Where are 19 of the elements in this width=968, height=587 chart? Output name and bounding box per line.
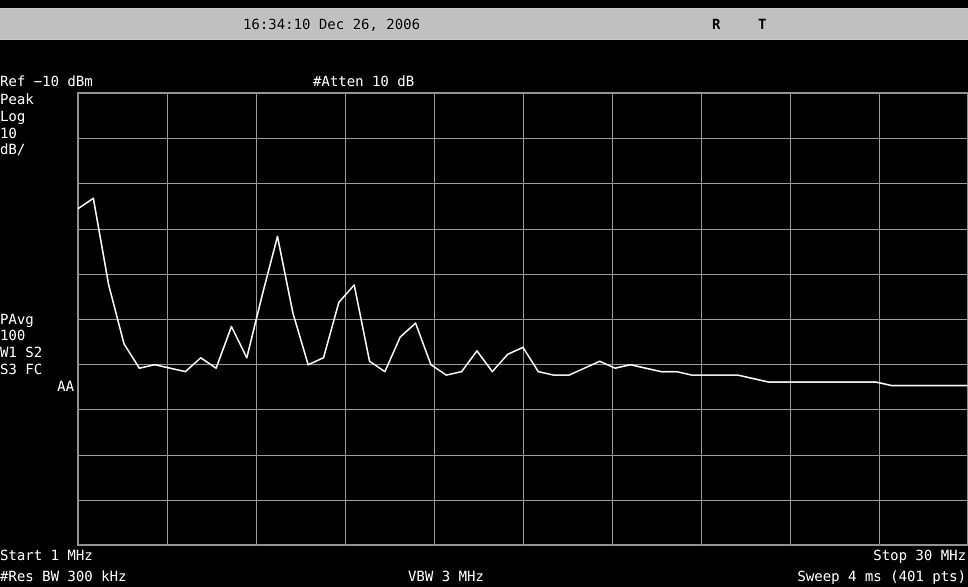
- text: 16:34:10 Dec 26, 2006: [243, 17, 420, 33]
- text: T: [758, 17, 766, 33]
- text: 100: [0, 328, 26, 344]
- text: 10: [0, 126, 17, 142]
- text: Log: [0, 109, 26, 125]
- text: #Res BW 300 kHz: [0, 569, 126, 585]
- text: W1 S2: [0, 345, 42, 361]
- text: #Atten 10 dB: [313, 74, 414, 90]
- text: Sweep 4 ms (401 pts): [797, 569, 966, 585]
- text: VBW 3 MHz: [408, 569, 484, 585]
- text: Start 1 MHz: [0, 548, 93, 564]
- text: dB/: [0, 142, 26, 158]
- text: S3 FC: [0, 362, 42, 378]
- text: Peak: [0, 92, 34, 108]
- text: Stop 30 MHz: [873, 548, 966, 564]
- text: AA: [57, 379, 75, 395]
- text: R: [712, 17, 721, 33]
- text: PAvg: [0, 312, 34, 328]
- text: Ref −10 dBm: [0, 74, 93, 90]
